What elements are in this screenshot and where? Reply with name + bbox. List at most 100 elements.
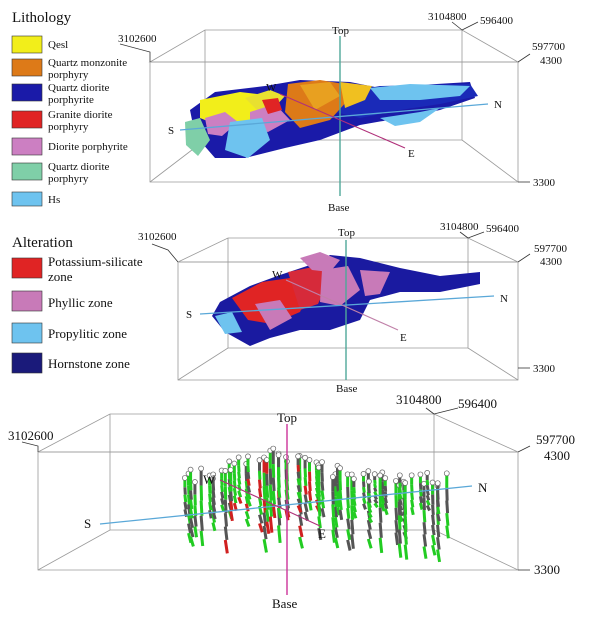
- drillhole-segment: [320, 507, 326, 518]
- drillhole-segment: [237, 471, 241, 479]
- drillhole-segment: [265, 509, 270, 522]
- drillhole-segment: [336, 506, 341, 516]
- drillhole-segment: [220, 485, 224, 493]
- drillhole-collar: [256, 457, 263, 464]
- label-north-2: N: [500, 293, 508, 305]
- drillhole-segment: [246, 485, 252, 493]
- coord-3300-3: 3300: [534, 562, 560, 577]
- alteration-title: Alteration: [12, 235, 73, 251]
- drillhole-segment: [268, 516, 274, 533]
- drillhole: [302, 454, 309, 522]
- coord-3300-2: 3300: [533, 363, 556, 375]
- drillhole-segment: [296, 478, 301, 486]
- drillhole-segment: [189, 499, 194, 510]
- drillhole-segment: [338, 499, 343, 511]
- legend-label-quartz-diorite-porphyrite: Quartz diorite porphyrite: [48, 82, 112, 106]
- drillhole-segment: [220, 498, 225, 506]
- drillhole-segment: [380, 503, 386, 512]
- drillhole-segment: [333, 496, 338, 508]
- drillhole-segment: [378, 507, 383, 523]
- lithology-3d-body: [185, 80, 478, 158]
- drillhole-segment: [220, 504, 226, 512]
- drillhole-segment: [346, 529, 352, 541]
- label-east-2: E: [400, 332, 407, 344]
- label-north: N: [494, 99, 502, 111]
- label-south-3: S: [84, 516, 91, 531]
- drillhole-segment: [187, 494, 191, 505]
- drillhole-segment: [211, 497, 216, 506]
- drillhole: [222, 468, 229, 554]
- label-west: W: [266, 82, 277, 94]
- drillhole-segment: [350, 519, 355, 535]
- legend-label-quartz-monzonite-1: Quartz monzonite: [48, 57, 127, 69]
- drillhole-segment: [431, 514, 436, 526]
- drillhole-segment: [366, 538, 373, 549]
- south-north-axis-2: [199, 295, 495, 315]
- drillhole-segment: [187, 504, 192, 515]
- drillhole-segment: [422, 546, 428, 559]
- label-south: S: [168, 125, 174, 137]
- drillhole-collar: [226, 458, 233, 465]
- drillhole-segment: [320, 490, 325, 500]
- drillhole-segment: [445, 500, 450, 514]
- drillhole-segment: [246, 498, 252, 507]
- drillhole-segment: [378, 522, 383, 538]
- legend-swatch-qesl: [11, 35, 43, 54]
- drillhole-segment: [425, 504, 431, 512]
- drillhole-collar: [408, 472, 415, 479]
- drillhole-segment: [303, 511, 309, 522]
- drillhole-segment: [277, 477, 281, 488]
- drillhole-segment: [229, 491, 234, 502]
- drillhole-segment: [189, 508, 194, 519]
- drillhole: [295, 453, 303, 513]
- drillhole-segment: [298, 536, 304, 549]
- drillhole-collar: [337, 465, 343, 471]
- drillhole-segment: [189, 518, 195, 529]
- drillhole-segment: [380, 496, 385, 505]
- drillhole-segment: [333, 506, 339, 518]
- drillhole-collar: [275, 452, 282, 458]
- drillhole-segment: [314, 475, 319, 483]
- drillhole-collar: [283, 454, 289, 460]
- legend-swatch-potassium-silicate: [11, 257, 43, 279]
- drillhole-segment: [352, 511, 358, 519]
- drillhole-segment: [258, 522, 264, 533]
- drillhole-segment: [320, 481, 325, 491]
- drillhole-segment: [397, 543, 403, 558]
- drillhole-collar: [396, 472, 403, 479]
- drillhole-collar: [319, 459, 325, 465]
- drillhole-segment: [425, 494, 431, 501]
- drillhole-collar: [382, 475, 389, 481]
- drillhole-segment: [268, 484, 273, 501]
- drillhole-segment: [246, 492, 252, 500]
- drillhole-collar: [377, 472, 383, 479]
- drillhole-segment: [431, 524, 436, 536]
- drillhole: [182, 475, 188, 518]
- drillhole-collar: [187, 466, 194, 473]
- drillhole-segment: [394, 520, 399, 533]
- drillhole-segment: [422, 522, 427, 535]
- west-east-axis: [279, 93, 406, 149]
- label-north-3: N: [478, 480, 488, 495]
- drillhole-segment: [262, 538, 268, 553]
- drillhole: [198, 465, 205, 547]
- drillhole-segment: [183, 501, 188, 510]
- drillhole-segment: [445, 512, 450, 526]
- drillhole-collar: [371, 471, 378, 477]
- drillhole-segment: [244, 510, 251, 520]
- drillhole-segment: [246, 471, 251, 480]
- drillhole-segment: [366, 519, 372, 530]
- drillhole-segment: [398, 493, 403, 500]
- drillhole-segment: [410, 499, 415, 508]
- drillhole-segment: [237, 490, 243, 498]
- drillhole-segment: [220, 491, 225, 499]
- drillhole: [434, 480, 441, 522]
- drillhole-segment: [403, 529, 408, 545]
- coord-3104800: 3104800: [428, 11, 467, 23]
- drillhole: [443, 470, 450, 539]
- drillhole-segment: [362, 486, 366, 493]
- legend-label-hornstone: Hornstone zone: [48, 356, 130, 371]
- drillhole-segment: [277, 487, 282, 498]
- west-east-axis-2: [285, 279, 399, 331]
- drillhole-segment: [189, 490, 193, 500]
